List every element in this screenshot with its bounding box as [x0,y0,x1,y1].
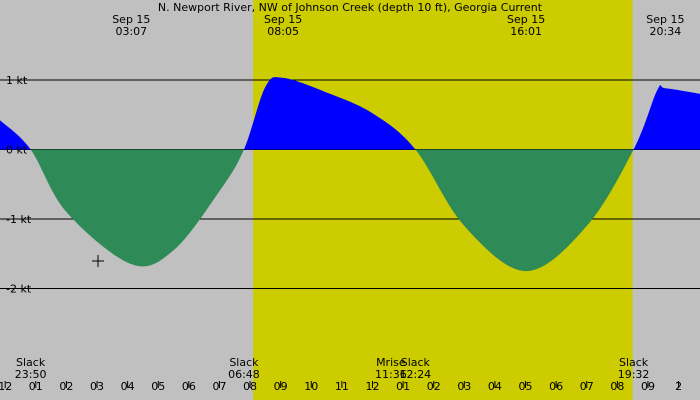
chart-title: N. Newport River, NW of Johnson Creek (d… [158,1,543,14]
ebb-area [0,149,700,272]
event-time-label: 03:07 [115,25,147,38]
event-date-label: Sep 15 [264,13,302,26]
hour-tick-label: 12 [365,380,379,393]
hour-tick-label: 01 [396,380,410,393]
current-areas [0,77,700,272]
event-date-label: Sep 15 [507,13,545,26]
hour-tick-label: 07 [580,380,594,393]
bottom-event-label: Slack [16,356,46,369]
hour-tick-labels: 1112010203040506070809101112010203040506… [0,380,682,393]
hour-tick-label: 06 [182,380,196,393]
hour-tick-label: 05 [519,380,533,393]
hour-tick-label: 07 [212,380,226,393]
event-date-label: Sep 15 [112,13,150,26]
hour-tick-label: 06 [549,380,563,393]
hour-tick-label: 2 [675,380,682,393]
hour-tick-label: 03 [457,380,471,393]
y-tick-label: -2 kt [6,282,32,295]
event-time-label: 20:34 [650,25,682,38]
bottom-event-label: Mrise [376,356,406,369]
hour-tick-label: 04 [121,380,135,393]
bottom-event-time: 23:50 [15,368,47,381]
bottom-event-labels: Slack23:50Slack06:48Mrise11:36Slack12:24… [15,356,650,381]
hour-tick-label: 10 [304,380,318,393]
bottom-event-time: 12:24 [399,368,431,381]
bottom-event-time: 06:48 [228,368,260,381]
hour-tick-label: 01 [29,380,43,393]
hour-tick-label: 04 [488,380,502,393]
y-axis-labels: 1 kt 0 kt -1 kt -2 kt [6,74,32,296]
event-time-label: 08:05 [267,25,299,38]
hour-tick-label: 03 [90,380,104,393]
hour-tick-label: 09 [274,380,288,393]
hour-tick-label: 12 [0,380,12,393]
bottom-event-label: Slack [229,356,259,369]
bottom-event-label: Slack [619,356,649,369]
hour-tick-label: 05 [151,380,165,393]
flood-area [0,77,700,150]
hour-tick-label: 02 [59,380,73,393]
crosshair-cursor [92,255,104,267]
hour-tick-label: 11 [335,380,349,393]
event-time-label: 16:01 [510,25,542,38]
y-tick-label: -1 kt [6,213,32,226]
bottom-event-time: 19:32 [618,368,650,381]
hour-tick-label: 02 [427,380,441,393]
y-tick-label: 1 kt [6,74,28,87]
event-date-label: Sep 15 [646,13,684,26]
hour-tick-label: 08 [610,380,624,393]
bottom-event-time: 11:36 [375,368,407,381]
hour-tick-label: 08 [243,380,257,393]
y-tick-label: 0 kt [6,143,28,156]
bottom-event-label: Slack [401,356,431,369]
hour-tick-label: 09 [641,380,655,393]
